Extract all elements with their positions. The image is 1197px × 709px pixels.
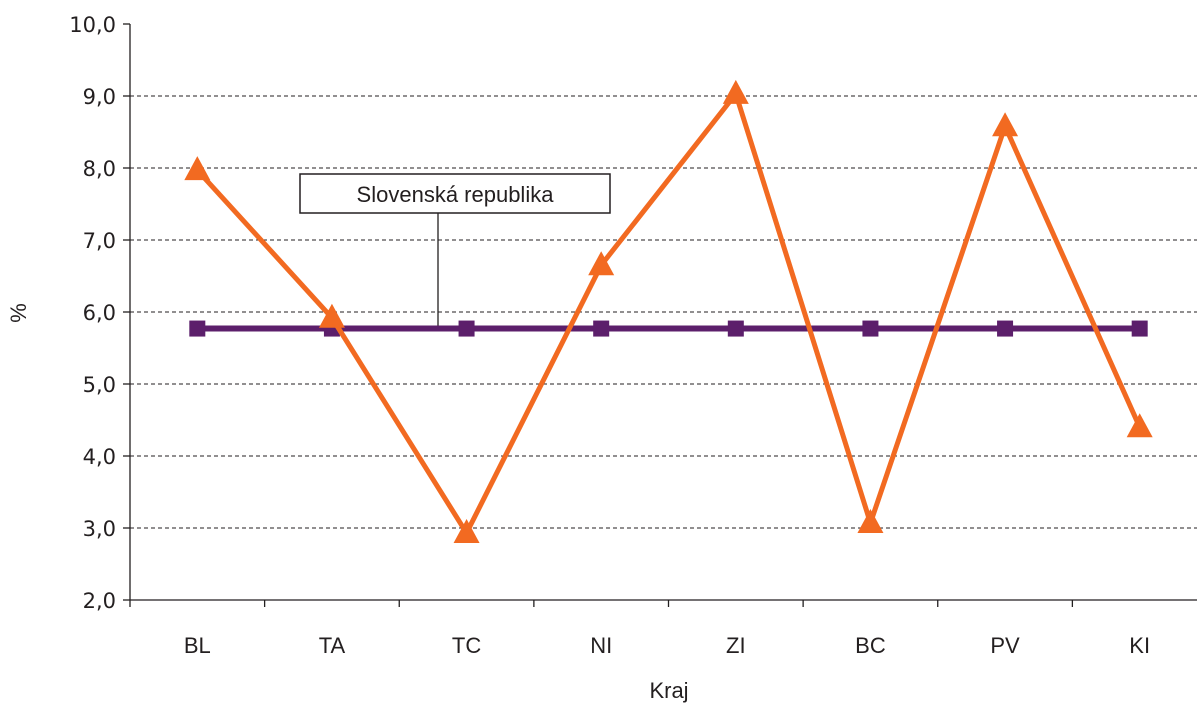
- x-tick-label: ZI: [726, 633, 746, 658]
- x-axis-title: Kraj: [649, 678, 688, 703]
- x-tick-label: PV: [990, 633, 1020, 658]
- data-point-triangle: [588, 251, 615, 276]
- data-point-triangle: [453, 519, 480, 544]
- x-tick-label: BC: [855, 633, 886, 658]
- x-tick-label: NI: [590, 633, 612, 658]
- data-point-square: [862, 320, 879, 337]
- y-tick-label: 4,0: [83, 445, 116, 469]
- x-tick-label: TC: [452, 633, 481, 658]
- data-point-triangle: [1126, 413, 1153, 438]
- y-tick-label: 6,0: [83, 301, 116, 325]
- data-point-triangle: [992, 112, 1019, 137]
- data-point-triangle: [184, 156, 211, 181]
- y-tick-label: 10,0: [69, 13, 116, 37]
- x-tick-label: BL: [184, 633, 211, 658]
- y-tick-label: 2,0: [83, 589, 116, 613]
- data-point-square: [458, 320, 475, 337]
- y-tick-label: 9,0: [83, 85, 116, 109]
- data-point-square: [727, 320, 744, 337]
- gridlines: [130, 95, 1197, 529]
- series-line: [195, 91, 1142, 536]
- data-point-triangle: [722, 79, 749, 104]
- data-point-square: [189, 320, 206, 337]
- y-tick-label: 8,0: [83, 157, 116, 181]
- annotation: Slovenská republika: [299, 173, 611, 329]
- data-point-square: [997, 320, 1014, 337]
- y-axis-title: %: [6, 303, 31, 323]
- y-tick-label: 3,0: [83, 517, 116, 541]
- x-tick-label: TA: [319, 633, 346, 658]
- data-point-triangle: [857, 508, 884, 533]
- data-point-triangle: [318, 303, 345, 328]
- y-ticks: 2,0 3,0 4,0 5,0 6,0 7,0 8,0 9,0 10,0: [69, 13, 130, 613]
- x-ticks: BL TA TC NI ZI BC PV KI: [129, 600, 1150, 658]
- series-triangle-markers: [184, 79, 1153, 544]
- y-tick-label: 5,0: [83, 373, 116, 397]
- series-layer: [184, 79, 1153, 544]
- data-point-square: [593, 320, 610, 337]
- annotation-label: Slovenská republika: [357, 182, 555, 207]
- y-tick-label: 7,0: [83, 229, 116, 253]
- x-tick-label: KI: [1129, 633, 1150, 658]
- annotation-box: [299, 173, 611, 214]
- data-point-square: [1131, 320, 1148, 337]
